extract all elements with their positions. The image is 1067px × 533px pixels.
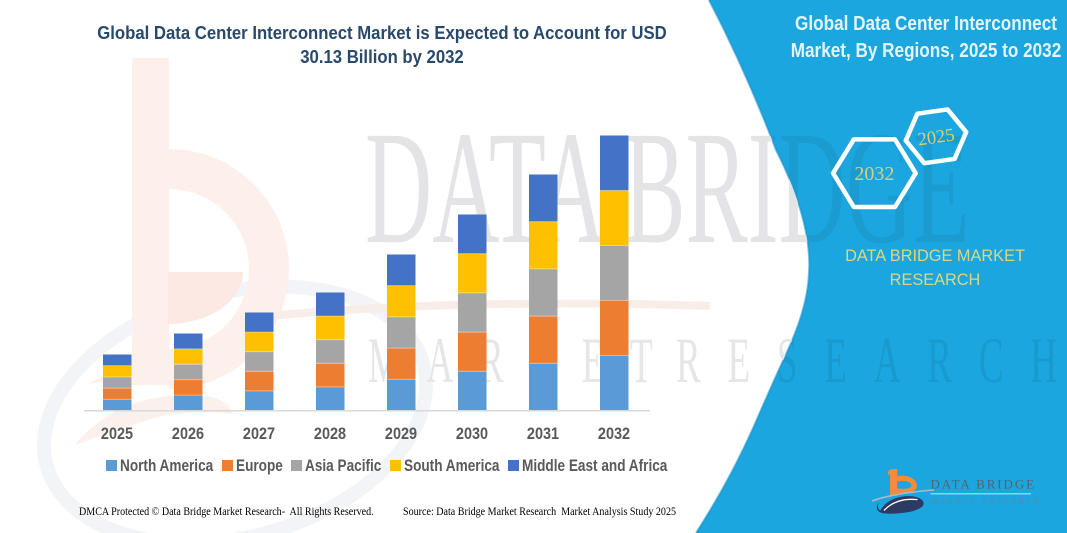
svg-text:2032: 2032 — [854, 163, 894, 185]
svg-text:DATA BRIDGE: DATA BRIDGE — [931, 477, 1036, 492]
svg-text:DATA BRIDGE: DATA BRIDGE — [365, 97, 970, 277]
svg-text:MARKET RESEARCH: MARKET RESEARCH — [931, 498, 1042, 506]
svg-text:2025: 2025 — [917, 126, 956, 151]
